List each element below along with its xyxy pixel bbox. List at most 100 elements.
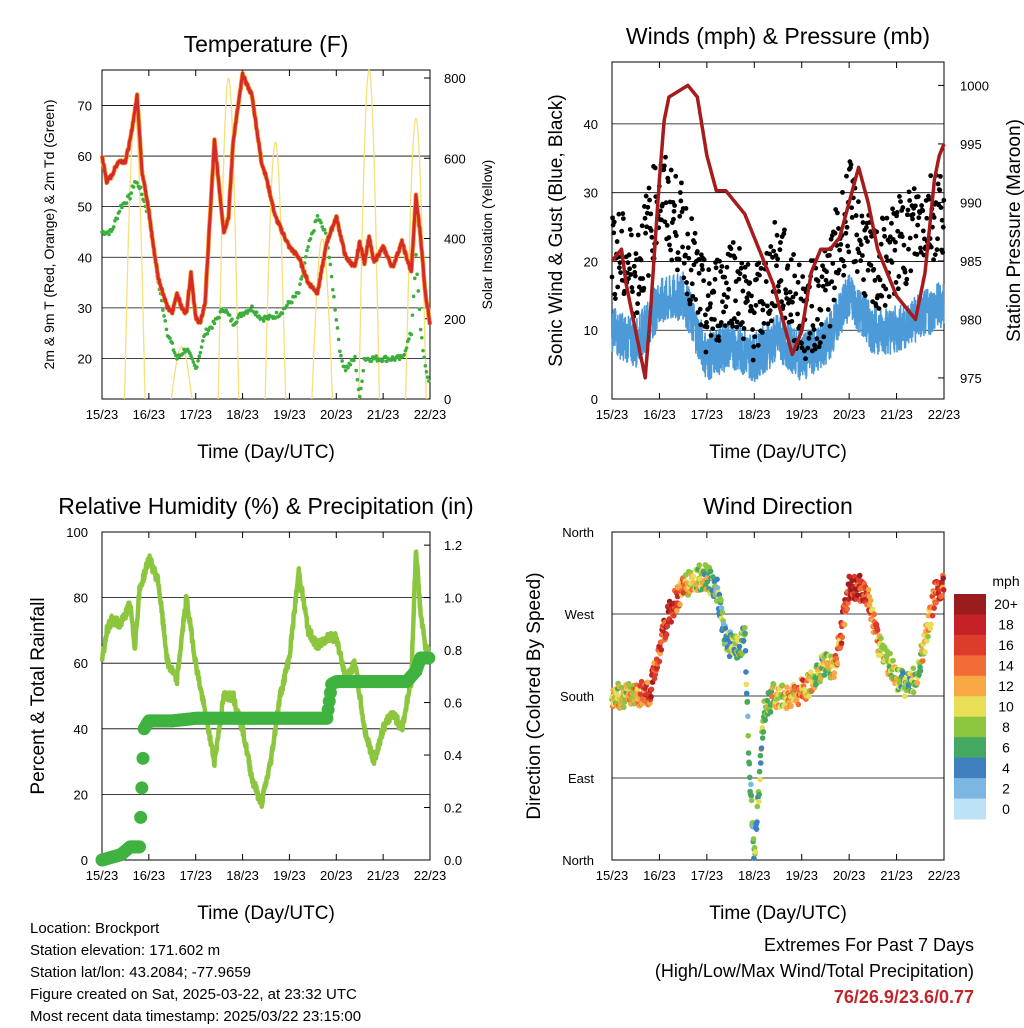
gust-point	[814, 336, 820, 342]
gust-point	[662, 219, 668, 225]
gust-point	[765, 321, 771, 327]
gust-point	[733, 298, 738, 304]
gust-point	[800, 274, 806, 279]
colorbar-swatch-8	[954, 757, 986, 779]
y-tick-label-1-3: 30	[584, 186, 598, 201]
gust-point	[832, 285, 837, 291]
dewpoint-point	[409, 332, 414, 337]
gust-point	[816, 283, 821, 289]
gust-point	[806, 335, 812, 341]
gust-point	[612, 291, 618, 297]
direction-point	[759, 724, 766, 731]
y2-tick-label-2-5: 1.0	[444, 591, 462, 606]
gust-point	[657, 208, 663, 214]
dewpoint-point	[212, 321, 217, 326]
y-tick-label-3-2: South	[560, 689, 594, 704]
x-tick-label-3-1: 16/23	[643, 868, 676, 883]
colorbar-label-5: 10	[998, 699, 1014, 715]
direction-point	[751, 844, 758, 851]
gust-point	[763, 279, 769, 284]
gust-point	[617, 260, 623, 266]
gust-point	[900, 205, 906, 210]
y2-tick-label-0-2: 400	[444, 232, 466, 247]
wind-speed-line	[611, 271, 945, 383]
precip-point	[422, 651, 436, 665]
direction-point	[757, 760, 764, 766]
y2-tick-label-2-1: 0.2	[444, 801, 462, 816]
gust-point	[750, 327, 755, 332]
gust-point	[741, 326, 747, 331]
gust-point	[864, 224, 869, 230]
gust-point	[719, 264, 725, 269]
dewpoint-point	[163, 319, 168, 323]
dewpoint-point	[304, 254, 308, 259]
gust-point	[934, 247, 940, 253]
gust-point	[684, 280, 689, 285]
gust-point	[857, 238, 863, 244]
direction-point	[865, 586, 872, 593]
gust-point	[648, 228, 654, 233]
gust-point	[646, 185, 652, 191]
dewpoint-point	[414, 252, 418, 257]
precip-series	[95, 651, 436, 867]
chart-title-3: Wind Direction	[703, 493, 853, 519]
dewpoint-point	[285, 303, 289, 307]
gust-point	[732, 255, 738, 261]
gust-point	[914, 252, 920, 257]
direction-point	[718, 597, 724, 604]
gust-point	[885, 258, 890, 263]
x-tick-label-0-0: 15/23	[86, 407, 119, 422]
gust-point	[683, 206, 689, 211]
y-axis-label-2: Percent & Total Rainfall	[28, 597, 49, 794]
y-tick-label-0-3: 50	[78, 200, 92, 215]
gust-point	[740, 288, 746, 294]
gust-point	[754, 276, 759, 282]
dewpoint-point	[407, 337, 411, 341]
dewpoint-point	[332, 294, 336, 299]
gust-point	[858, 242, 864, 247]
direction-point	[762, 717, 769, 723]
x-tick-label-3-7: 22/23	[928, 868, 961, 883]
gust-point	[755, 342, 761, 348]
gust-point	[751, 310, 757, 316]
gust-point	[738, 265, 744, 271]
gust-point	[711, 289, 717, 295]
gust-point	[665, 179, 671, 184]
dewpoint-point	[200, 339, 205, 343]
gust-point	[631, 263, 637, 269]
colorbar-swatch-2	[954, 634, 986, 656]
gust-point	[827, 252, 832, 258]
direction-point	[756, 768, 763, 775]
y2-tick-label-0-1: 200	[444, 312, 466, 327]
y-tick-label-2-3: 60	[74, 656, 88, 671]
gust-point	[758, 265, 764, 271]
direction-point	[927, 625, 934, 632]
gust-point	[920, 208, 926, 214]
dewpoint-point	[418, 327, 423, 332]
gust-point	[935, 181, 941, 187]
gust-point	[853, 213, 859, 218]
dewpoint-point	[138, 185, 143, 190]
gust-point	[673, 173, 679, 179]
gust-point	[620, 211, 626, 217]
gust-point	[865, 239, 870, 244]
gust-point	[800, 286, 806, 292]
gust-point	[638, 257, 644, 263]
y-tick-label-2-2: 40	[74, 722, 88, 737]
direction-point	[910, 665, 917, 672]
gust-point	[712, 276, 718, 282]
gust-point	[611, 230, 617, 236]
direction-point	[878, 635, 884, 642]
precip-point	[134, 810, 148, 824]
dewpoint-point	[117, 209, 122, 214]
dewpoint-point	[197, 354, 202, 359]
direction-point	[757, 752, 764, 759]
gust-point	[627, 227, 633, 232]
gust-point	[889, 220, 894, 226]
dewpoint-point	[191, 360, 196, 364]
gust-point	[734, 324, 740, 330]
y-tick-label-0-4: 60	[78, 149, 92, 164]
gust-point	[823, 287, 828, 293]
colorbar-label-8: 4	[1002, 760, 1010, 776]
colorbar-swatch-6	[954, 716, 986, 738]
